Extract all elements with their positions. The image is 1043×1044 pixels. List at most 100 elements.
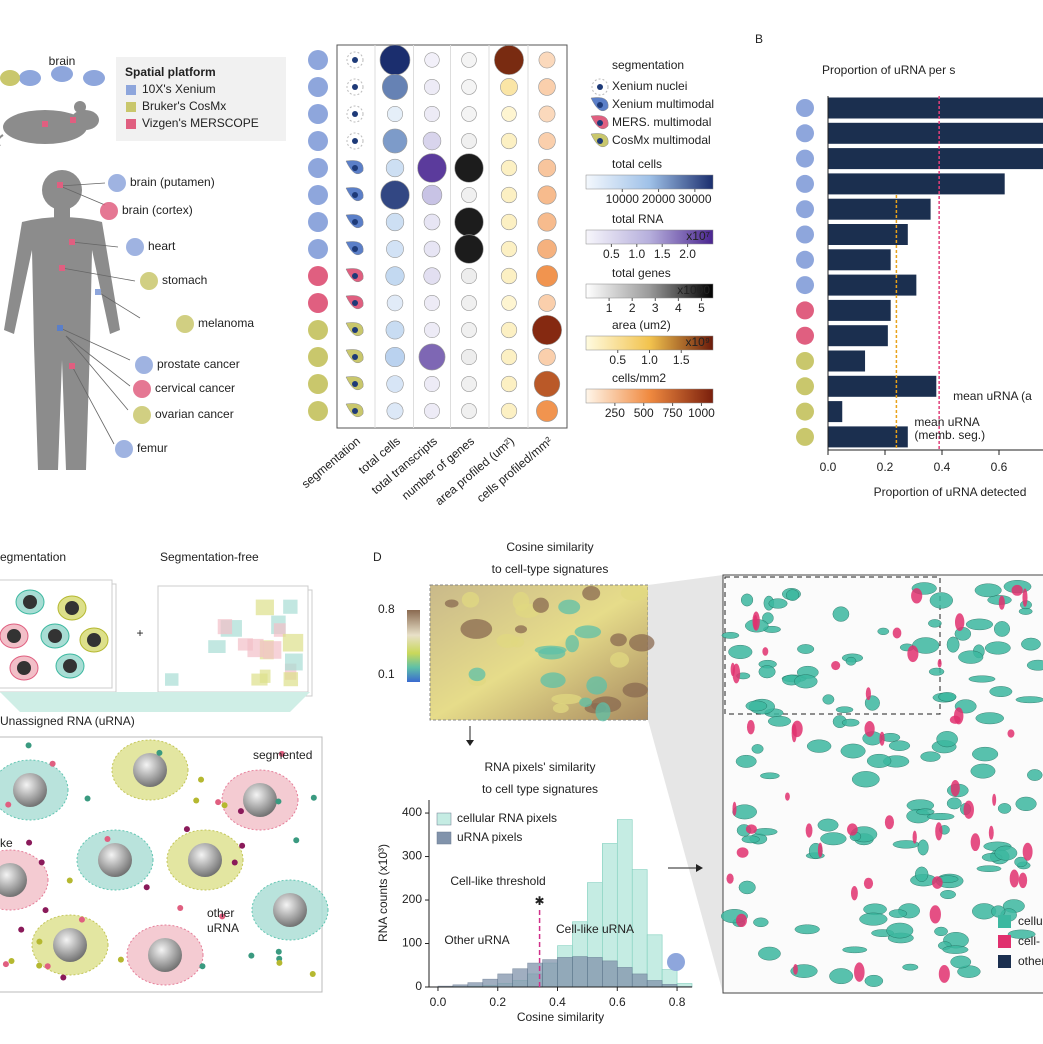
rna-dot bbox=[143, 884, 150, 891]
tissue-icon bbox=[308, 212, 328, 232]
rna-pixel-blob bbox=[273, 623, 286, 637]
matrix-dot bbox=[424, 322, 440, 338]
tissue-patch bbox=[622, 682, 648, 698]
segmented-cell bbox=[888, 740, 911, 751]
matrix-dot bbox=[417, 153, 447, 183]
colorbar-title: area (um2) bbox=[612, 318, 671, 332]
cell-like-urna bbox=[963, 800, 974, 819]
tissue-patch bbox=[579, 697, 592, 708]
matrix-dot bbox=[500, 159, 518, 177]
matrix-dot bbox=[461, 295, 477, 311]
cell-nucleus bbox=[53, 928, 87, 962]
tissue-icon bbox=[308, 401, 328, 421]
segmented-cell bbox=[794, 924, 820, 935]
brain-icon bbox=[0, 70, 20, 86]
tissue-patch bbox=[609, 652, 630, 668]
rna-dot bbox=[193, 797, 200, 804]
matrix-dot bbox=[533, 370, 561, 398]
panel-subtitle: to cell type signatures bbox=[482, 782, 598, 796]
matrix-dot bbox=[386, 402, 404, 420]
colorbar-title: total cells bbox=[612, 157, 662, 171]
platform-legend-box bbox=[116, 57, 286, 141]
cell-like-urna bbox=[847, 823, 858, 836]
colorbar-tick-label: 10000 bbox=[606, 192, 640, 206]
column-label: segmentation bbox=[299, 434, 363, 491]
tissue-patch bbox=[565, 635, 579, 653]
colorbar bbox=[585, 283, 714, 299]
matrix-dot bbox=[500, 240, 518, 258]
segmentation-glyph bbox=[346, 132, 364, 150]
colorbar-tick-label: 30000 bbox=[678, 192, 712, 206]
matrix-dot bbox=[461, 79, 477, 95]
legend-swatch bbox=[436, 812, 452, 826]
rna-pixel-blob bbox=[247, 638, 264, 658]
rna-dot bbox=[25, 742, 32, 749]
tissue-icon bbox=[308, 320, 328, 340]
nucleus bbox=[597, 84, 603, 90]
panel-title: to cell-type signatures bbox=[492, 562, 609, 576]
organ-pointers bbox=[59, 182, 141, 445]
legend-entry: MERS. multimodal bbox=[612, 115, 711, 129]
cell-like-urna bbox=[950, 780, 960, 797]
rna-dot bbox=[49, 760, 56, 767]
cell-like-urna bbox=[762, 647, 769, 656]
matrix-dot bbox=[424, 376, 440, 392]
organ-icon bbox=[108, 174, 126, 192]
colorbar-tick-label: 3 bbox=[652, 301, 659, 315]
tissue-patch bbox=[461, 591, 480, 608]
rna-dot bbox=[237, 808, 244, 815]
nucleus bbox=[352, 84, 358, 90]
tissue-icon bbox=[796, 301, 814, 320]
segmented-cell bbox=[936, 731, 958, 748]
colorbar-tick-label: 0.5 bbox=[603, 247, 620, 261]
rna-pixel-blob bbox=[282, 633, 304, 652]
rna-dot bbox=[117, 956, 124, 963]
cell-like-urna bbox=[892, 627, 902, 639]
matrix-dot bbox=[500, 402, 518, 420]
matrix-dot bbox=[538, 132, 556, 150]
organ-label: ovarian cancer bbox=[155, 407, 234, 421]
legend-entry: cellu bbox=[1018, 914, 1043, 928]
histogram-bar bbox=[646, 934, 663, 988]
cell-like-urna bbox=[1022, 842, 1033, 861]
nucleus bbox=[352, 219, 358, 225]
brain-icon bbox=[83, 70, 105, 86]
matrix-dot bbox=[538, 51, 556, 69]
cell-nucleus bbox=[13, 773, 47, 807]
cell-like-urna bbox=[884, 815, 894, 830]
matrix-dot bbox=[461, 133, 477, 149]
platform-swatch bbox=[126, 102, 136, 112]
x-tick-label: 0.0 bbox=[430, 995, 447, 1009]
matrix-dot bbox=[501, 295, 517, 311]
tissue-icon bbox=[796, 352, 814, 370]
plus-sign: + bbox=[136, 626, 143, 640]
colorbar-title: cells/mm2 bbox=[612, 371, 666, 385]
matrix-dot bbox=[385, 212, 405, 232]
panel-title: egmentation bbox=[0, 550, 66, 564]
panel-title: Cosine similarity bbox=[506, 540, 593, 554]
matrix-dot bbox=[500, 132, 518, 150]
colorbar bbox=[585, 174, 714, 190]
organ-label: stomach bbox=[162, 273, 207, 287]
rna-dot bbox=[78, 916, 85, 923]
cell-nucleus bbox=[7, 629, 21, 643]
segmentation-glyph bbox=[346, 105, 364, 123]
segmented-cell bbox=[1026, 659, 1043, 671]
cell-nucleus bbox=[98, 843, 132, 877]
annotation: segmented bbox=[253, 748, 312, 762]
segmented-cell bbox=[841, 718, 860, 727]
tissue-patch bbox=[620, 585, 649, 601]
segmented-cell bbox=[994, 845, 1018, 861]
histogram-bar bbox=[587, 957, 603, 988]
rna-dot bbox=[221, 802, 228, 809]
colorbar-tick-label: 1.5 bbox=[673, 353, 690, 367]
cell-like-urna bbox=[912, 830, 917, 844]
tissue-patch bbox=[540, 672, 566, 689]
colorbar-unit: x10⁷ bbox=[686, 229, 710, 243]
tissue-patch bbox=[582, 586, 601, 601]
segmented-cell bbox=[984, 641, 1011, 655]
segmented-cell bbox=[965, 618, 993, 631]
nucleus bbox=[352, 327, 358, 333]
segmented-cell bbox=[751, 744, 764, 754]
legend-swatch bbox=[998, 955, 1011, 968]
